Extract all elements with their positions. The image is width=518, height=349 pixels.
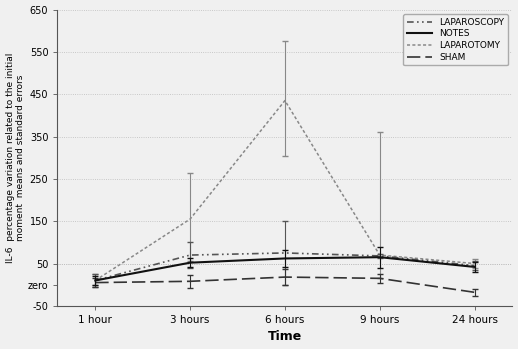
- Legend: LAPAROSCOPY, NOTES, LAPAROTOMY, SHAM: LAPAROSCOPY, NOTES, LAPAROTOMY, SHAM: [403, 14, 508, 65]
- X-axis label: Time: Time: [268, 331, 302, 343]
- Y-axis label: IL-6  percentage variation related to the initial
moment  means and standard err: IL-6 percentage variation related to the…: [6, 52, 25, 263]
